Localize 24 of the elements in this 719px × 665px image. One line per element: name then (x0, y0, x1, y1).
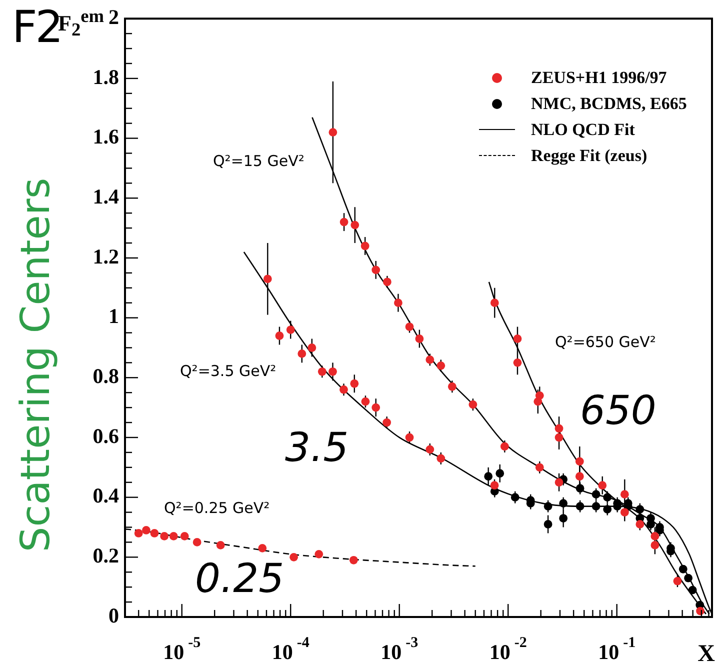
y-tick-label: 1.8 (92, 64, 119, 89)
y-tick-label: 0.6 (92, 424, 119, 448)
y-tick-label: 0.8 (92, 364, 119, 388)
legend-label: NMC, BCDMS, E665 (531, 94, 687, 114)
y-tick-label: 1.4 (92, 184, 120, 209)
annotation: Q²=3.5 GeV² (180, 362, 276, 380)
legend-label: NLO QCD Fit (531, 120, 635, 140)
annotation: Q²=0.25 GeV² (164, 499, 270, 517)
annotation: 0.25 (195, 556, 284, 602)
y-tick-label: 2 (108, 5, 119, 30)
y-tick-label: 0.4 (92, 484, 120, 508)
annotation: 3.5 (285, 425, 349, 471)
legend-label: ZEUS+H1 1996/97 (531, 68, 667, 88)
text: Scattering Centers (13, 178, 59, 552)
y-tick-label: 0 (108, 603, 119, 628)
legend-label: Regge Fit (zeus) (531, 146, 648, 166)
annotation: 650 (580, 388, 656, 434)
annotation: Q²=650 GeV² (555, 333, 656, 351)
y-tick-label: 1.6 (92, 124, 119, 149)
y-tick-label: 0.2 (92, 544, 119, 568)
annotation: Q²=15 GeV² (213, 152, 304, 170)
y-tick-label: 1.2 (92, 244, 119, 268)
x-axis-title: X (698, 641, 715, 665)
y-tick-label: 1 (108, 304, 119, 328)
